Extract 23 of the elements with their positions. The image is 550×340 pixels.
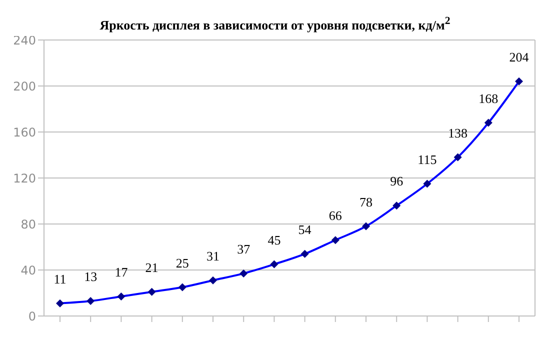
- data-label: 54: [298, 222, 312, 237]
- data-label: 11: [54, 271, 66, 286]
- data-label: 168: [478, 90, 498, 106]
- y-tick-label: 40: [20, 263, 36, 278]
- y-tick-label: 80: [20, 217, 36, 232]
- data-label: 31: [206, 248, 220, 264]
- data-label: 78: [360, 194, 372, 210]
- data-label: 37: [237, 241, 251, 256]
- y-tick-label: 0: [28, 309, 36, 324]
- data-label: 45: [268, 232, 281, 248]
- data-label: 21: [145, 260, 158, 275]
- data-label: 204: [509, 49, 530, 64]
- data-label: 96: [390, 174, 404, 189]
- data-label: 138: [448, 125, 468, 140]
- data-label: 17: [114, 264, 128, 280]
- data-label: 25: [176, 255, 189, 270]
- data-label: 66: [328, 208, 342, 224]
- y-tick-label: 120: [13, 171, 36, 186]
- data-label: 13: [84, 269, 98, 284]
- y-tick-label: 160: [13, 125, 36, 140]
- data-label: 115: [418, 152, 437, 167]
- chart-title: Яркость дисплея в зависимости от уровня подсветки, кд/м$^{2}$: [100, 15, 450, 32]
- y-tick-label: 200: [13, 79, 36, 94]
